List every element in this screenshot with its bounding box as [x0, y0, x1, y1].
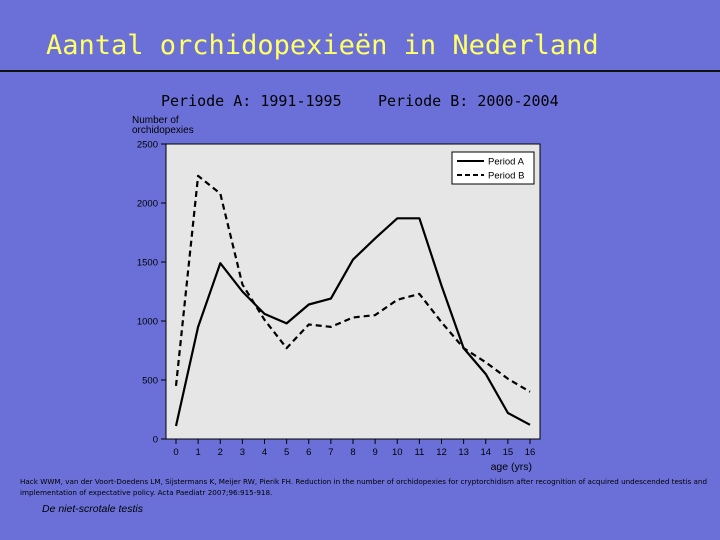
x-tick-label: 16	[525, 447, 536, 458]
y-tick-label: 2000	[137, 199, 158, 210]
x-tick-label: 5	[284, 447, 289, 458]
legend-label: Period A	[488, 157, 525, 168]
footer-note: De niet-scrotale testis	[42, 503, 143, 515]
x-tick-label: 8	[350, 447, 355, 458]
legend: Period A Period B	[451, 151, 535, 185]
y-axis-label-line2: orchidopexies	[132, 125, 194, 136]
x-tick-label: 10	[392, 447, 403, 458]
series-lines	[174, 174, 531, 427]
x-tick-label: 3	[240, 447, 245, 458]
y-tick-label: 500	[142, 376, 158, 387]
series-line-period-b	[174, 174, 531, 393]
x-tick-label: 11	[414, 447, 424, 458]
slide-title: Aantal orchidopexieën in Nederland	[46, 30, 599, 61]
y-tick-label: 1000	[137, 317, 158, 328]
legend-label: Period B	[488, 171, 524, 182]
x-axis: 0 1 2 3 4 5 6 7 8 9 10 11 12 13 14 15 16	[173, 439, 535, 458]
x-tick-label: 1	[195, 447, 200, 458]
x-tick-label: 6	[306, 447, 311, 458]
x-tick-label: 12	[436, 447, 447, 458]
x-tick-label: 9	[372, 447, 377, 458]
x-tick-label: 7	[328, 447, 333, 458]
line-chart-svg: Number of orchidopexies 0 500 1000 1500 2000…	[132, 115, 541, 473]
citation: Hack WWM, van der Voort-Doedens LM, Sijs…	[20, 477, 708, 497]
x-axis-label: age (yrs)	[491, 461, 532, 473]
x-tick-label: 0	[173, 447, 178, 458]
series-line-period-a	[174, 217, 531, 427]
x-tick-label: 14	[480, 447, 491, 458]
y-tick-label: 0	[153, 435, 158, 446]
legend-box	[451, 151, 535, 185]
y-axis-label-line1: Number of	[132, 115, 179, 126]
period-a-label: Periode A: 1991-1995	[161, 92, 342, 110]
x-tick-label: 15	[503, 447, 514, 458]
title-divider	[0, 70, 720, 72]
y-axis: 0 500 1000 1500 2000 2500	[137, 140, 166, 446]
chart: Number of orchidopexies 0 500 1000 1500 2000…	[120, 112, 550, 474]
x-tick-label: 4	[262, 447, 267, 458]
period-b-label: Periode B: 2000-2004	[378, 92, 559, 110]
x-tick-label: 2	[218, 447, 223, 458]
y-tick-label: 1500	[137, 258, 158, 269]
x-tick-label: 13	[458, 447, 469, 458]
plot-area	[165, 143, 541, 440]
y-tick-label: 2500	[137, 140, 158, 151]
